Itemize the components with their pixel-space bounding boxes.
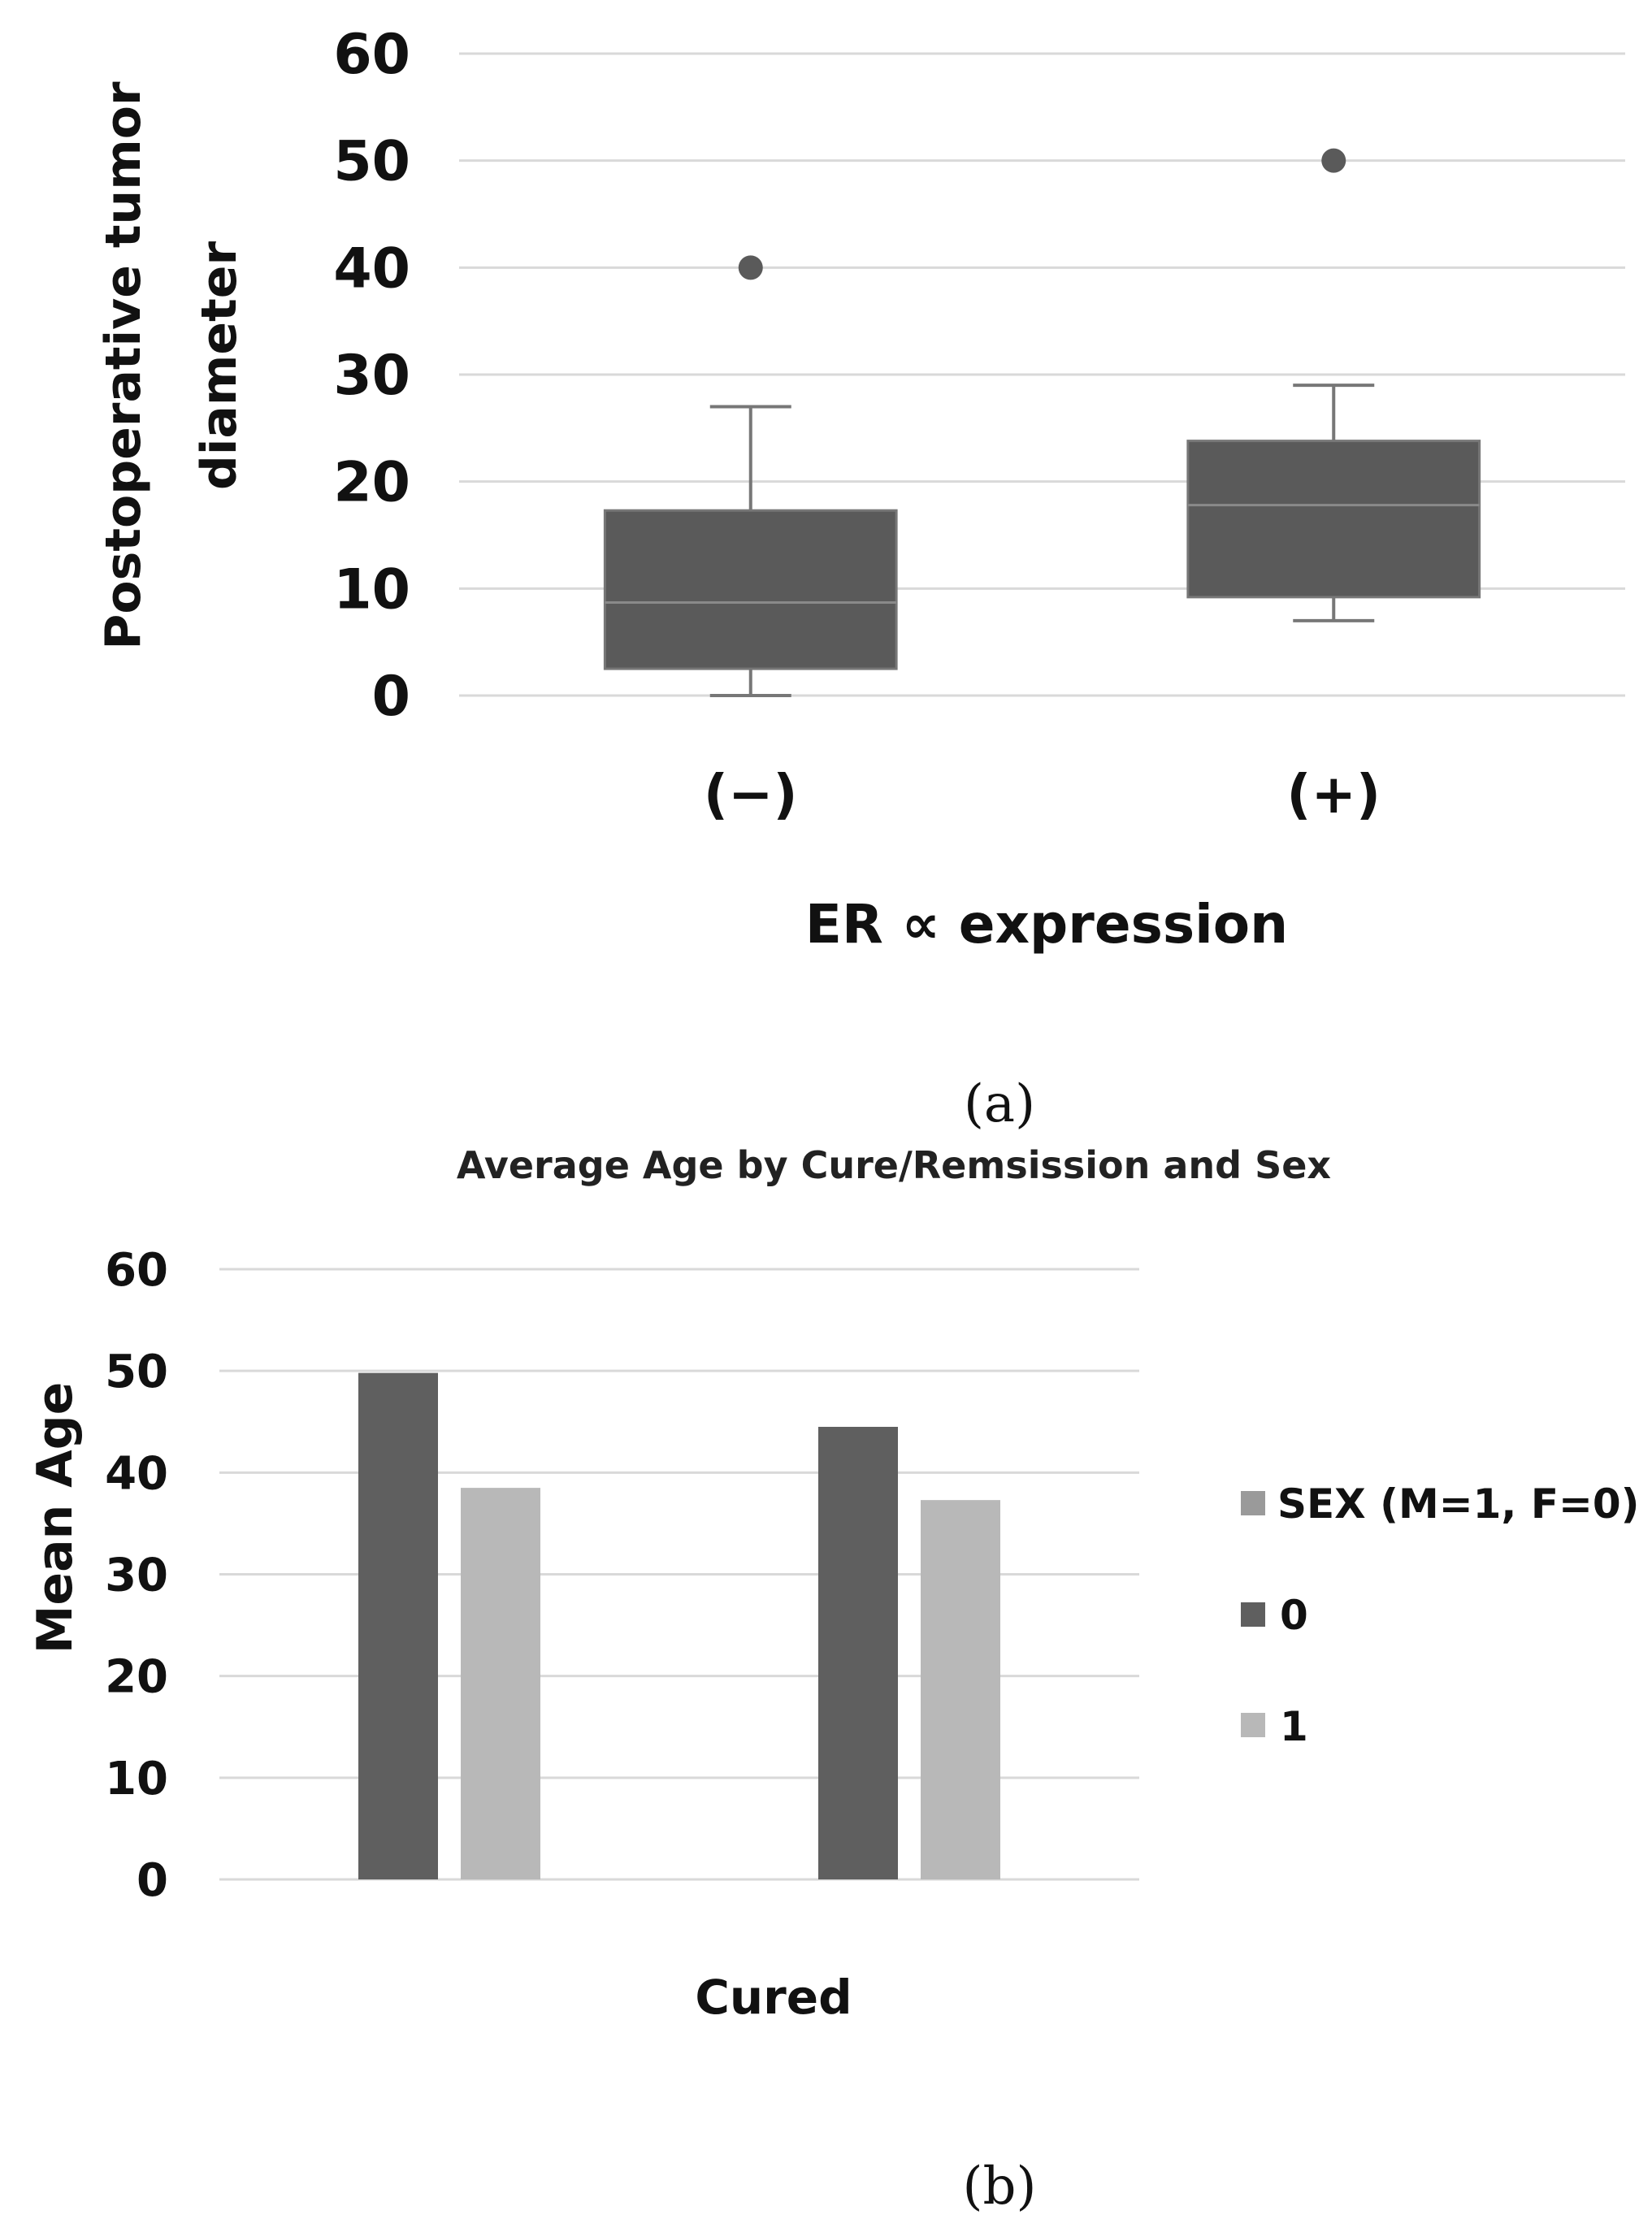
b-bar-series-0: [818, 1427, 898, 1879]
b-y-tick-label: 30: [105, 1550, 168, 1602]
panel-b-caption: (b): [963, 2156, 1037, 2217]
b-y-tick-label: 0: [137, 1854, 168, 1907]
a-y-tick-label: 30: [333, 344, 410, 408]
b-bar-series-1: [461, 1488, 540, 1879]
b-bar-series-1: [921, 1500, 1000, 1879]
a-outlier-point: [738, 255, 763, 280]
a-y-tick-label: 0: [372, 665, 410, 729]
b-x-axis-label: Cured: [695, 1970, 852, 2025]
a-box: [1186, 440, 1481, 599]
b-legend: SEX (M=1, F=0) 0 1: [1241, 1480, 1640, 1750]
b-gridlines: [219, 1268, 1139, 1881]
legend-label-0: 0: [1280, 1592, 1308, 1639]
a-y-tick-label: 60: [333, 23, 410, 87]
a-box: [603, 509, 898, 670]
box-plot-panel: 0 10 20 30 40 50 60 (−) (+) Postoperative tumor…: [95, 23, 1625, 1134]
a-x-tick-label: (−): [704, 763, 798, 826]
legend-title-swatch: [1241, 1491, 1265, 1515]
a-y-tick-labels: 0 10 20 30 40 50 60: [333, 23, 410, 729]
legend-swatch-1: [1241, 1713, 1265, 1737]
a-y-axis-label-line1: Postoperative tumor: [95, 81, 152, 650]
b-y-axis-label: Mean Age: [27, 1382, 84, 1654]
a-outlier-point: [1321, 148, 1346, 173]
legend-label-1: 1: [1280, 1703, 1308, 1750]
legend-title: SEX (M=1, F=0): [1277, 1480, 1640, 1528]
bar-chart-panel: Average Age by Cure/Remsission and Sex 0…: [27, 1143, 1640, 2217]
a-y-tick-label: 40: [333, 236, 410, 301]
a-x-tick-label: (+): [1286, 763, 1381, 826]
b-y-tick-labels: 0 10 20 30 40 50 60: [105, 1244, 168, 1907]
a-x-axis-label: ER ∝ expression: [805, 893, 1288, 956]
b-chart-title: Average Age by Cure/Remsission and Sex: [457, 1143, 1331, 1187]
a-boxes: [603, 148, 1481, 697]
a-y-tick-label: 20: [333, 451, 410, 515]
a-y-tick-label: 10: [333, 557, 410, 622]
b-y-tick-label: 10: [105, 1753, 168, 1805]
b-y-tick-label: 40: [105, 1447, 168, 1500]
b-bars: [358, 1372, 1000, 1879]
legend-swatch-0: [1241, 1602, 1265, 1627]
a-y-axis-label-line2: diameter: [191, 241, 248, 491]
b-y-tick-label: 20: [105, 1651, 168, 1704]
panel-a-caption: (a): [964, 1074, 1035, 1134]
a-y-tick-label: 50: [333, 130, 410, 194]
b-bar-series-0: [358, 1372, 438, 1879]
a-x-tick-labels: (−) (+): [704, 763, 1381, 826]
b-y-tick-label: 60: [105, 1244, 168, 1297]
b-y-tick-label: 50: [105, 1346, 168, 1398]
